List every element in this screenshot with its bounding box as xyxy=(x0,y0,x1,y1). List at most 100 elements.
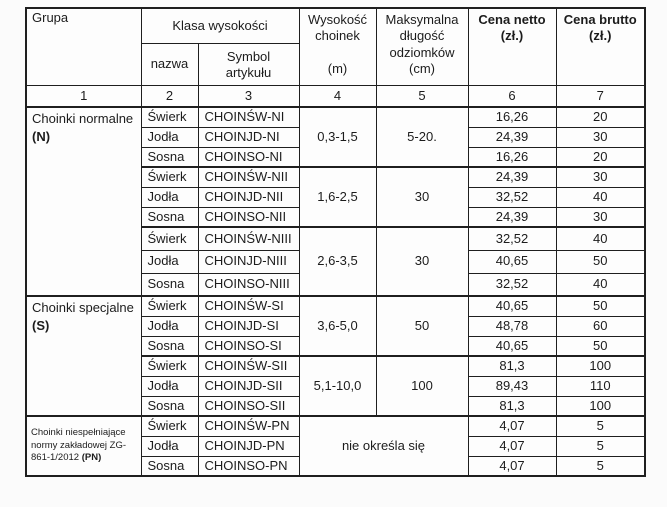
table-row: Jodła CHOINJD-NI 24,39 30 xyxy=(26,126,646,148)
header-wysokosc-choinek: Wysokość choinek (m) xyxy=(298,7,377,86)
column-number-6: 6 xyxy=(467,84,557,108)
header-number-row: 1 2 3 4 5 6 7 xyxy=(25,84,646,108)
group-label-pn: Choinki niespełniające normy zakładowej … xyxy=(25,415,142,477)
table-row: Świerk CHOINŚW-NII 1,6-2,5 30 24,39 30 xyxy=(26,166,646,228)
symbol-cell: CHOINŚW-SI xyxy=(197,295,300,317)
brutto-cell: 110 xyxy=(555,375,646,397)
column-number-4: 4 xyxy=(298,84,377,108)
height-range-cell: 3,6-5,0 xyxy=(298,295,377,357)
symbol-cell: CHOINJD-NI xyxy=(197,126,300,148)
netto-cell: 81,3 xyxy=(467,395,557,417)
netto-cell: 4,07 xyxy=(467,415,557,437)
symbol-cell: CHOINSO-PN xyxy=(197,455,300,477)
height-range-cell: 2,6-3,5 xyxy=(298,226,377,297)
brutto-cell: 20 xyxy=(555,146,646,168)
column-number-7: 7 xyxy=(555,84,646,108)
species-cell: Sosna xyxy=(140,335,199,357)
header-nazwa: nazwa xyxy=(140,42,199,86)
species-cell: Świerk xyxy=(140,106,199,128)
group-name: Choinki niespełniające normy zakładowej … xyxy=(31,427,127,464)
brutto-cell: 50 xyxy=(555,295,646,317)
brutto-cell: 20 xyxy=(555,106,646,128)
max-length-cell: 50 xyxy=(375,295,469,357)
table-row: Sosna CHOINSO-SI 40,65 50 xyxy=(26,335,646,357)
species-cell: Świerk xyxy=(140,415,199,437)
table-row: Choinki niespełniające normy zakładowej … xyxy=(25,415,646,477)
symbol-cell: CHOINSO-NI xyxy=(197,146,300,168)
netto-cell: 32,52 xyxy=(467,272,557,297)
netto-cell: 32,52 xyxy=(467,226,557,251)
group-name: Choinki specjalne xyxy=(32,300,134,315)
brutto-cell: 100 xyxy=(555,395,646,417)
column-number-1: 1 xyxy=(25,84,142,108)
species-cell: Sosna xyxy=(140,146,199,168)
netto-cell: 24,39 xyxy=(467,166,557,188)
brutto-cell: 60 xyxy=(555,315,646,337)
symbol-cell: CHOINJD-PN xyxy=(197,435,300,457)
netto-cell: 40,65 xyxy=(467,335,557,357)
group-label-normalne: Choinki normalne (N) xyxy=(25,106,142,297)
header-cena-netto: Cena netto (zł.) xyxy=(467,7,557,86)
brutto-cell: 5 xyxy=(555,435,646,457)
brutto-cell: 40 xyxy=(555,272,646,297)
symbol-cell: CHOINJD-SI xyxy=(197,315,300,337)
symbol-cell: CHOINŚW-PN xyxy=(197,415,300,437)
symbol-cell: CHOINSO-NIII xyxy=(197,272,300,297)
netto-cell: 4,07 xyxy=(467,435,557,457)
price-table: Grupa Klasa wysokości Wysokość choinek (… xyxy=(25,7,646,477)
header-row-1: Grupa Klasa wysokości Wysokość choinek (… xyxy=(25,7,646,86)
species-cell: Sosna xyxy=(140,455,199,477)
brutto-cell: 50 xyxy=(555,335,646,357)
symbol-cell: CHOINŚW-NI xyxy=(197,106,300,128)
table-row: Sosna CHOINSO-PN 4,07 5 xyxy=(26,455,646,477)
height-range-cell: 5,1-10,0 xyxy=(298,355,377,417)
table-row: Jodła CHOINJD-NIII 40,65 50 xyxy=(26,249,646,274)
column-number-5: 5 xyxy=(375,84,469,108)
header-klasa-wysokosci: Klasa wysokości xyxy=(140,7,300,44)
header-grupa: Grupa xyxy=(25,7,142,86)
symbol-cell: CHOINSO-SII xyxy=(197,395,300,417)
netto-cell: 48,78 xyxy=(467,315,557,337)
max-length-cell: 5-20. xyxy=(375,106,469,168)
brutto-cell: 40 xyxy=(555,226,646,251)
no-spec-cell: nie określa się xyxy=(298,415,469,477)
brutto-cell: 100 xyxy=(555,355,646,377)
netto-cell: 40,65 xyxy=(467,295,557,317)
table-row: Choinki normalne (N) Świerk CHOINŚW-NI 0… xyxy=(25,106,646,297)
table-row: Jodła CHOINJD-NII 32,52 40 xyxy=(26,186,646,208)
species-cell: Świerk xyxy=(140,226,199,251)
species-cell: Sosna xyxy=(140,272,199,297)
column-number-2: 2 xyxy=(140,84,199,108)
max-length-cell: 100 xyxy=(375,355,469,417)
max-length-cell: 30 xyxy=(375,166,469,228)
group-code: (PN) xyxy=(81,452,102,464)
brutto-cell: 30 xyxy=(555,166,646,188)
symbol-cell: CHOINSO-SI xyxy=(197,335,300,357)
species-cell: Jodła xyxy=(140,375,199,397)
brutto-cell: 40 xyxy=(555,186,646,208)
netto-cell: 32,52 xyxy=(467,186,557,208)
symbol-cell: CHOINJD-NII xyxy=(197,186,300,208)
species-cell: Świerk xyxy=(140,166,199,188)
species-cell: Sosna xyxy=(140,395,199,417)
species-cell: Świerk xyxy=(140,355,199,377)
group-label-specjalne: Choinki specjalne (S) xyxy=(25,295,142,417)
group-name: Choinki normalne xyxy=(32,111,134,126)
netto-cell: 16,26 xyxy=(467,106,557,128)
table-row: Choinki specjalne (S) Świerk CHOINŚW-SI … xyxy=(25,295,646,417)
column-number-3: 3 xyxy=(197,84,300,108)
brutto-cell: 30 xyxy=(555,126,646,148)
brutto-cell: 5 xyxy=(555,415,646,437)
group-code: (N) xyxy=(32,128,51,144)
brutto-cell: 50 xyxy=(555,249,646,274)
species-cell: Jodła xyxy=(140,126,199,148)
netto-cell: 81,3 xyxy=(467,355,557,377)
symbol-cell: CHOINŚW-NIII xyxy=(197,226,300,251)
species-cell: Jodła xyxy=(140,186,199,208)
header-maksymalna-dlugosc: Maksymalna długość odziomków (cm) xyxy=(375,7,469,86)
symbol-cell: CHOINSO-NII xyxy=(197,206,300,228)
group-code: (S) xyxy=(32,317,50,333)
species-cell: Jodła xyxy=(140,315,199,337)
max-length-cell: 30 xyxy=(375,226,469,297)
